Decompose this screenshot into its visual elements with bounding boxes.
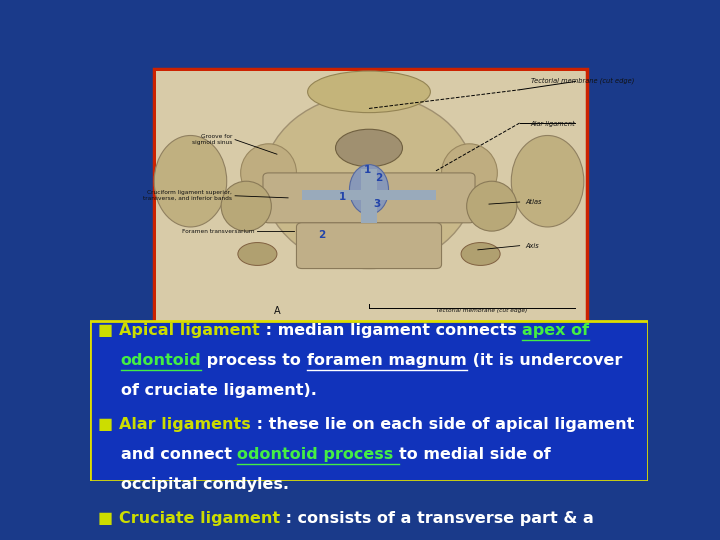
- Text: A: A: [274, 306, 280, 316]
- Text: Apical ligament: Apical ligament: [119, 323, 260, 339]
- Text: and connect: and connect: [121, 447, 238, 462]
- FancyBboxPatch shape: [302, 190, 436, 200]
- FancyBboxPatch shape: [154, 69, 587, 325]
- Text: 1: 1: [338, 192, 346, 202]
- FancyBboxPatch shape: [156, 71, 585, 323]
- Ellipse shape: [221, 181, 271, 231]
- Text: : consists of a transverse part & a: : consists of a transverse part & a: [280, 511, 594, 526]
- Ellipse shape: [307, 71, 431, 113]
- Ellipse shape: [238, 242, 277, 266]
- Text: occipital condyles.: occipital condyles.: [121, 477, 289, 492]
- Text: odontoid: odontoid: [121, 353, 202, 368]
- Text: Groove for
sigmoid sinus: Groove for sigmoid sinus: [192, 134, 233, 145]
- Text: Alar ligaments: Alar ligaments: [119, 417, 251, 433]
- Text: (it is undercover: (it is undercover: [467, 353, 622, 368]
- Text: Foramen transversarium: Foramen transversarium: [182, 228, 255, 234]
- Text: 3: 3: [374, 199, 381, 209]
- FancyBboxPatch shape: [263, 173, 475, 223]
- Text: ■: ■: [99, 323, 119, 339]
- Text: Tectorial membrane (cut edge): Tectorial membrane (cut edge): [436, 308, 527, 313]
- Text: 2: 2: [318, 230, 325, 240]
- Ellipse shape: [154, 136, 227, 227]
- Text: apex of: apex of: [522, 323, 590, 339]
- Text: odontoid process: odontoid process: [238, 447, 399, 462]
- Ellipse shape: [467, 181, 517, 231]
- Ellipse shape: [336, 129, 402, 167]
- Text: Cruciate ligament: Cruciate ligament: [119, 511, 280, 526]
- Text: foramen magnum: foramen magnum: [307, 353, 467, 368]
- Text: ■: ■: [99, 417, 119, 433]
- Text: : median ligament connects: : median ligament connects: [260, 323, 522, 339]
- Ellipse shape: [511, 136, 584, 227]
- FancyBboxPatch shape: [361, 168, 377, 223]
- Ellipse shape: [441, 144, 498, 202]
- Ellipse shape: [349, 165, 389, 214]
- Ellipse shape: [461, 242, 500, 266]
- FancyBboxPatch shape: [297, 223, 441, 268]
- Ellipse shape: [263, 94, 475, 268]
- Text: Alar ligament: Alar ligament: [531, 121, 575, 127]
- Text: Atlas: Atlas: [526, 199, 541, 205]
- Text: to medial side of: to medial side of: [399, 447, 551, 462]
- Text: Axis: Axis: [526, 242, 539, 249]
- Text: Tectorial membrane (cut edge): Tectorial membrane (cut edge): [531, 77, 634, 84]
- Text: of cruciate ligament).: of cruciate ligament).: [121, 383, 317, 399]
- Text: 1: 1: [364, 165, 371, 174]
- Text: : these lie on each side of apical ligament: : these lie on each side of apical ligam…: [251, 417, 634, 433]
- Text: ■: ■: [99, 511, 119, 526]
- FancyBboxPatch shape: [90, 321, 648, 481]
- Text: Cruciform ligament superior,
transverse, and inferior bands: Cruciform ligament superior, transverse,…: [143, 191, 233, 201]
- Text: process to: process to: [202, 353, 307, 368]
- Ellipse shape: [240, 144, 297, 202]
- Text: 2: 2: [375, 173, 382, 183]
